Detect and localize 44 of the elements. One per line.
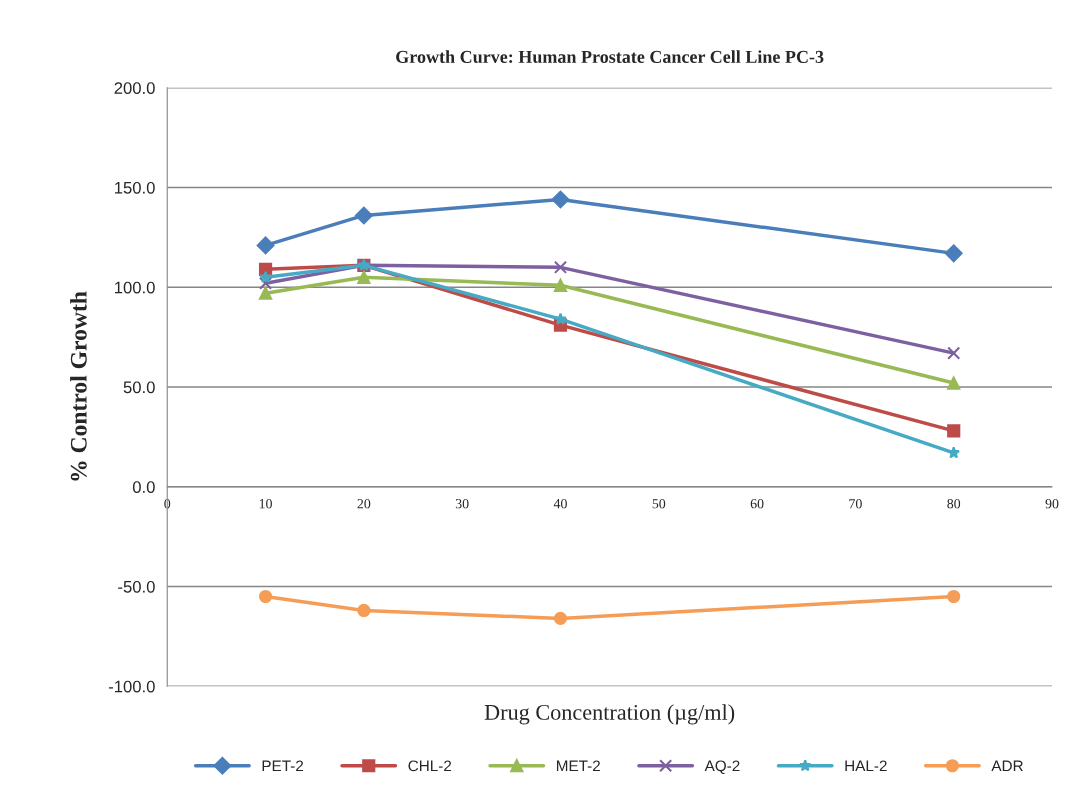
- x-tick-label: 90: [1045, 498, 1059, 509]
- point: [256, 236, 275, 255]
- x-tick-label: 80: [947, 498, 961, 509]
- x-tick-label: 60: [750, 498, 764, 509]
- point: [947, 424, 961, 438]
- point: [947, 446, 961, 459]
- point: [259, 270, 272, 283]
- legend-label: CHL-2: [408, 760, 452, 772]
- point: [354, 206, 373, 225]
- point: [551, 190, 570, 209]
- point: [258, 589, 273, 604]
- legend-label: ADR: [991, 760, 1023, 772]
- y-tick-label: 0.0: [132, 481, 155, 493]
- y-tick-label: 50.0: [123, 381, 155, 394]
- x-tick-label: 20: [357, 498, 371, 509]
- point: [947, 376, 961, 390]
- x-tick-label: 50: [652, 498, 666, 509]
- point: [258, 276, 273, 290]
- x-tick-label: 30: [455, 498, 469, 509]
- point: [944, 244, 963, 263]
- x-tick-label: 70: [849, 498, 862, 509]
- y-tick-label: 200.0: [114, 82, 155, 94]
- legend-label: PET-2: [262, 760, 304, 772]
- y-tick-label: -100.0: [108, 680, 155, 693]
- point: [947, 346, 961, 360]
- x-tick-label: 10: [259, 498, 272, 509]
- point: [258, 286, 273, 300]
- point: [553, 611, 568, 626]
- y-tick-label: 100.0: [115, 281, 155, 294]
- point: [947, 589, 961, 604]
- chart-title: Growth Curve: Human Prostate Cancer Cell Line PC-3: [396, 50, 824, 64]
- x-tick-label: 40: [553, 498, 567, 509]
- x-tick-label: 0: [164, 498, 171, 509]
- y-tick-label: 150.0: [115, 181, 155, 194]
- point: [357, 270, 371, 284]
- y-tick-label: -50.0: [118, 580, 155, 593]
- legend-label: MET-2: [556, 760, 600, 772]
- x-axis-title: Drug Concentration (µg/ml): [484, 704, 735, 725]
- point: [553, 260, 568, 274]
- point: [357, 603, 371, 618]
- legend-label: HAL-2: [845, 760, 887, 772]
- point: [553, 278, 568, 292]
- legend-label: AQ-2: [704, 760, 740, 774]
- y-axis-title: % Control Growth: [70, 291, 87, 481]
